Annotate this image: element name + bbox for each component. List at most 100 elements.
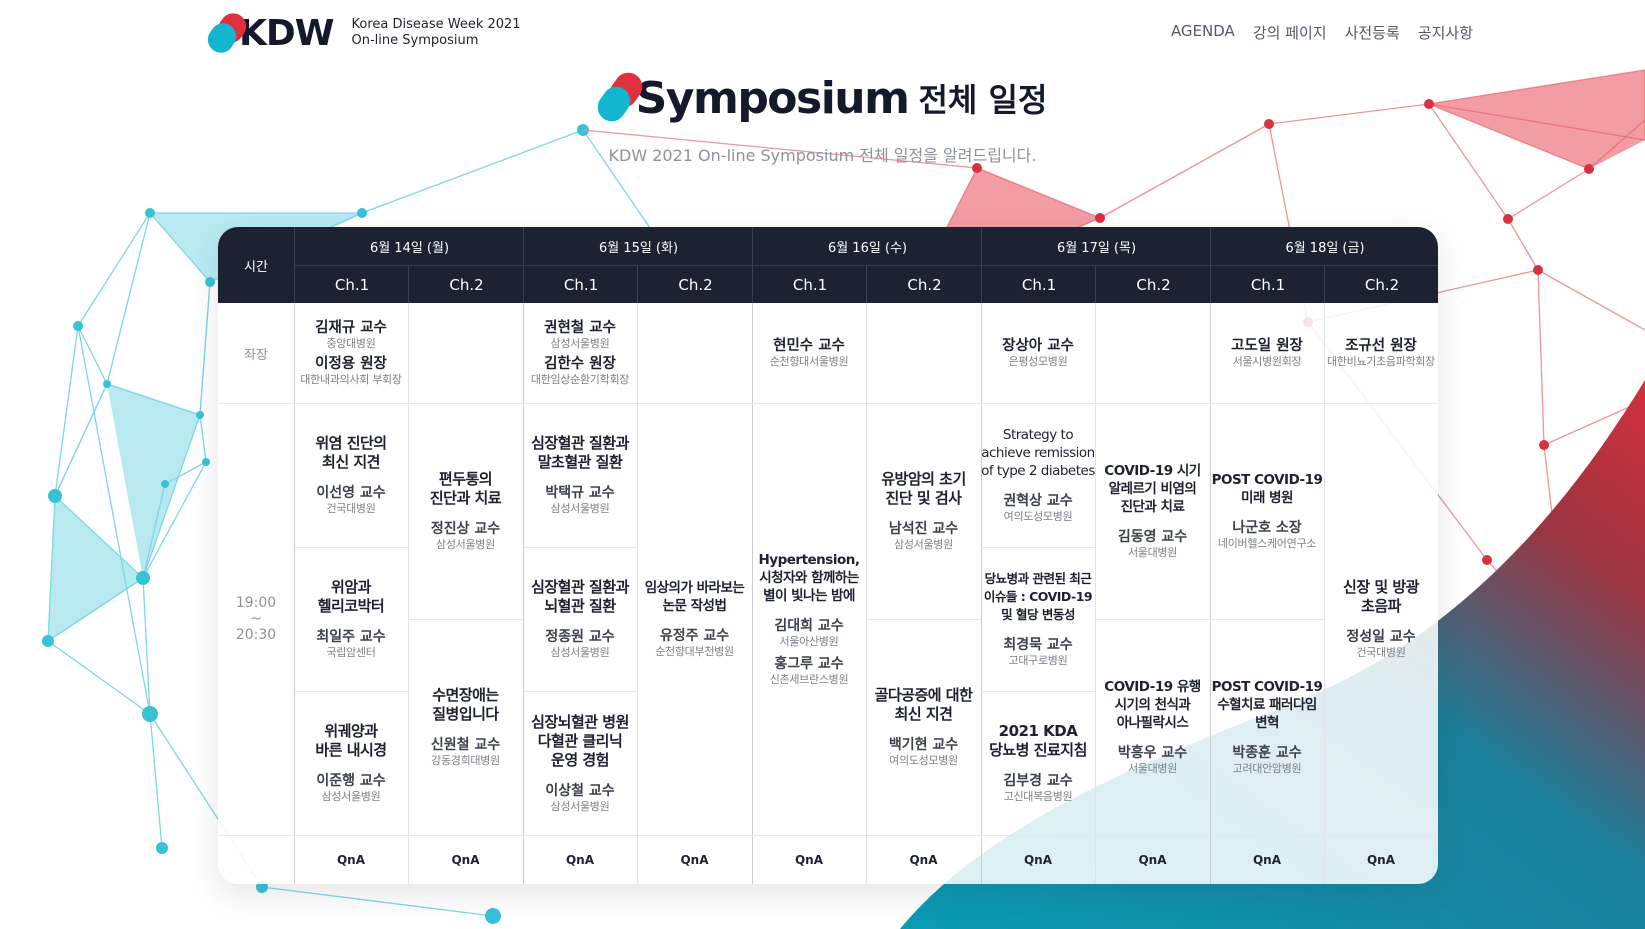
session-cell[interactable]: 심장뇌혈관 병원 다혈관 클리닉 운영 경험 이상철 교수 삼성서울병원: [523, 691, 637, 835]
chair-cell: 권현철 교수 삼성서울병원 김한수 원장 대한임상순환기학회장: [523, 303, 637, 403]
session-title: POST COVID-19 수혈치료 패러다임 변혁: [1211, 679, 1323, 731]
day-header-wed: 6월 16일 (수): [752, 227, 982, 265]
chair-name: 권현철 교수: [544, 320, 616, 336]
nav-notices[interactable]: 공지사항: [1417, 24, 1473, 42]
chair-label: 좌장: [244, 347, 268, 363]
nav-agenda[interactable]: AGENDA: [1170, 22, 1235, 40]
session-cell[interactable]: 위궤양과 바른 내시경 이준행 교수 삼성서울병원: [294, 691, 408, 835]
session-cell[interactable]: 편두통의 진단과 치료 정진상 교수 삼성서울병원: [408, 403, 523, 619]
session-title: 신장 및 방광 초음파: [1343, 578, 1419, 615]
channel-header: Ch.2: [637, 265, 753, 304]
session-cell[interactable]: 골다공증에 대한 최신 지견 백기현 교수 여의도성모병원: [866, 619, 981, 835]
channel-header: Ch.1: [981, 265, 1096, 304]
nav-pre-registration[interactable]: 사전등록: [1344, 24, 1400, 42]
session-affiliation: 고신대복음병원: [1003, 790, 1073, 803]
channel-header: Ch.2: [408, 265, 524, 304]
qna-link[interactable]: QnA: [680, 852, 709, 867]
logo-text: KDW: [239, 12, 334, 54]
session-affiliation: 순천향대부천병원: [655, 645, 734, 658]
session-cell[interactable]: 당뇨병과 관련된 최근 이슈들 : COVID-19 및 혈당 변동성 최경묵 교수…: [981, 547, 1095, 691]
day-header-mon: 6월 14일 (월): [294, 227, 524, 265]
session-affiliation: 여의도성모병원: [1003, 510, 1073, 523]
chair-cell: 김재규 교수 중앙대병원 이정용 원장 대한내과의사회 부회장: [294, 303, 408, 403]
session-cell[interactable]: 위염 진단의 최신 지견 이선영 교수 건국대병원: [294, 403, 408, 547]
session-speaker: 권혁상 교수: [1003, 493, 1073, 509]
session-affiliation: 고려대안암병원: [1232, 762, 1302, 775]
session-cell[interactable]: 수면장애는 질병입니다 신원철 교수 강동경희대병원: [408, 619, 523, 835]
session-speaker: 박흥우 교수: [1117, 745, 1188, 761]
day-header-tue: 6월 15일 (화): [523, 227, 753, 265]
session-speaker: 이준행 교수: [316, 773, 386, 789]
session-title: 위암과 헬리코박터: [317, 578, 385, 615]
time-start: 19:00: [235, 595, 277, 611]
session-affiliation: 국립암센터: [326, 646, 376, 659]
qna-link[interactable]: QnA: [1023, 852, 1053, 867]
time-header: 시간: [244, 259, 268, 275]
title-pill-icon: [591, 67, 648, 127]
session-affiliation: 건국대병원: [326, 502, 376, 515]
day-header-fri: 6월 18일 (금): [1210, 227, 1438, 265]
session-title: 심장혈관 질환과 말초혈관 질환: [531, 434, 629, 471]
qna-link[interactable]: QnA: [909, 852, 938, 867]
session-cell[interactable]: POST COVID-19 수혈치료 패러다임 변혁 박종훈 교수 고려대안암병원: [1210, 619, 1324, 835]
qna-link[interactable]: QnA: [794, 852, 824, 867]
session-title: 골다공증에 대한 최신 지견: [874, 686, 973, 723]
session-cell[interactable]: Strategy to achieve remission of type 2 di…: [981, 403, 1095, 547]
session-title: 당뇨병과 관련된 최근 이슈들 : COVID-19 및 혈당 변동성: [983, 571, 1093, 622]
session-speaker: 박택규 교수: [545, 485, 615, 501]
time-end: 20:30: [235, 627, 277, 643]
nav-lecture-page[interactable]: 강의 페이지: [1252, 24, 1327, 42]
qna-link[interactable]: QnA: [451, 852, 480, 867]
logo-pill-icon: [202, 8, 252, 58]
session-title: Hypertension, 시청자와 함께하는 별이 빛나는 밤에: [758, 552, 860, 604]
session-speaker: 김대희 교수: [774, 618, 844, 634]
session-speaker: 신원철 교수: [430, 737, 501, 753]
session-title: 수면장애는 질병입니다: [432, 686, 499, 723]
session-title: 유방암의 초기 진단 및 검사: [881, 470, 966, 507]
session-speaker: 이상철 교수: [545, 782, 615, 799]
session-cell[interactable]: 심장혈관 질환과 말초혈관 질환 박택규 교수 삼성서울병원: [523, 403, 637, 547]
session-speaker: 홍그루 교수: [774, 656, 844, 672]
session-cell[interactable]: 2021 KDA 당뇨병 진료지침 김부경 교수 고신대복음병원: [981, 691, 1095, 835]
qna-link[interactable]: QnA: [336, 852, 366, 867]
qna-link[interactable]: QnA: [1138, 852, 1167, 867]
logo-sub-line-1: Korea Disease Week 2021: [351, 17, 521, 32]
qna-link[interactable]: QnA: [565, 852, 595, 867]
schedule-table: 시간 6월 14일 (월) 6월 15일 (화) 6월 16일 (수) 6월 1…: [218, 227, 1438, 884]
kdw-logo[interactable]: KDW Korea Disease Week 2021 On-line Symp…: [202, 8, 521, 58]
session-cell[interactable]: COVID-19 시기 알레르기 비염의 진단과 치료 김동영 교수 서울대병원: [1095, 403, 1210, 619]
session-affiliation: 건국대병원: [1356, 646, 1406, 659]
session-cell[interactable]: 신장 및 방광 초음파 정성일 교수 건국대병원: [1324, 403, 1438, 835]
session-cell[interactable]: COVID-19 유행 시기의 천식과 아나필락시스 박흥우 교수 서울대병원: [1095, 619, 1210, 835]
session-cell[interactable]: 심장혈관 질환과 뇌혈관 질환 정종원 교수 삼성서울병원: [523, 547, 637, 691]
table-header: 시간 6월 14일 (월) 6월 15일 (화) 6월 16일 (수) 6월 1…: [218, 227, 1438, 304]
qna-link[interactable]: QnA: [1252, 852, 1282, 867]
session-affiliation: 서울아산병원: [779, 635, 839, 648]
session-cell[interactable]: Hypertension, 시청자와 함께하는 별이 빛나는 밤에 김대희 교수 서…: [752, 403, 866, 835]
session-speaker: 나군호 소장: [1232, 520, 1302, 536]
session-title: 임상의가 바라보는 논문 작성법: [644, 580, 745, 614]
session-title: 심장뇌혈관 병원 다혈관 클리닉 운영 경험: [531, 712, 629, 769]
session-cell[interactable]: 위암과 헬리코박터 최일주 교수 국립암센터: [294, 547, 408, 691]
chair-cell: 장상아 교수 은평성모병원: [981, 303, 1095, 403]
chair-affiliation: 은평성모병원: [1008, 355, 1068, 368]
session-speaker: 김동영 교수: [1117, 529, 1188, 545]
session-title: 2021 KDA 당뇨병 진료지침: [989, 722, 1087, 759]
chair-name: 조규선 원장: [1345, 338, 1417, 354]
session-speaker: 백기현 교수: [888, 737, 959, 753]
session-affiliation: 네이버헬스케어연구소: [1217, 537, 1317, 550]
chair-cell: 고도일 원장 서울시병원회장: [1210, 303, 1324, 403]
session-affiliation: 삼성서울병원: [321, 790, 381, 803]
session-cell[interactable]: POST COVID-19 미래 병원 나군호 소장 네이버헬스케어연구소: [1210, 403, 1324, 619]
chair-name: 김재규 교수: [315, 320, 387, 336]
channel-header: Ch.2: [866, 265, 982, 304]
session-cell[interactable]: 유방암의 초기 진단 및 검사 남석진 교수 삼성서울병원: [866, 403, 981, 619]
session-cell[interactable]: 임상의가 바라보는 논문 작성법 유정주 교수 순천향대부천병원: [637, 403, 752, 835]
title-english: Symposium: [635, 72, 910, 124]
session-title: 편두통의 진단과 치료: [429, 470, 502, 507]
chair-name: 이정용 원장: [315, 356, 387, 372]
page-title: Symposium 전체 일정: [591, 67, 1047, 127]
qna-link[interactable]: QnA: [1366, 852, 1396, 867]
top-nav: AGENDA 강의 페이지 사전등록 공지사항: [1171, 22, 1473, 43]
session-speaker: 김부경 교수: [1003, 773, 1073, 789]
